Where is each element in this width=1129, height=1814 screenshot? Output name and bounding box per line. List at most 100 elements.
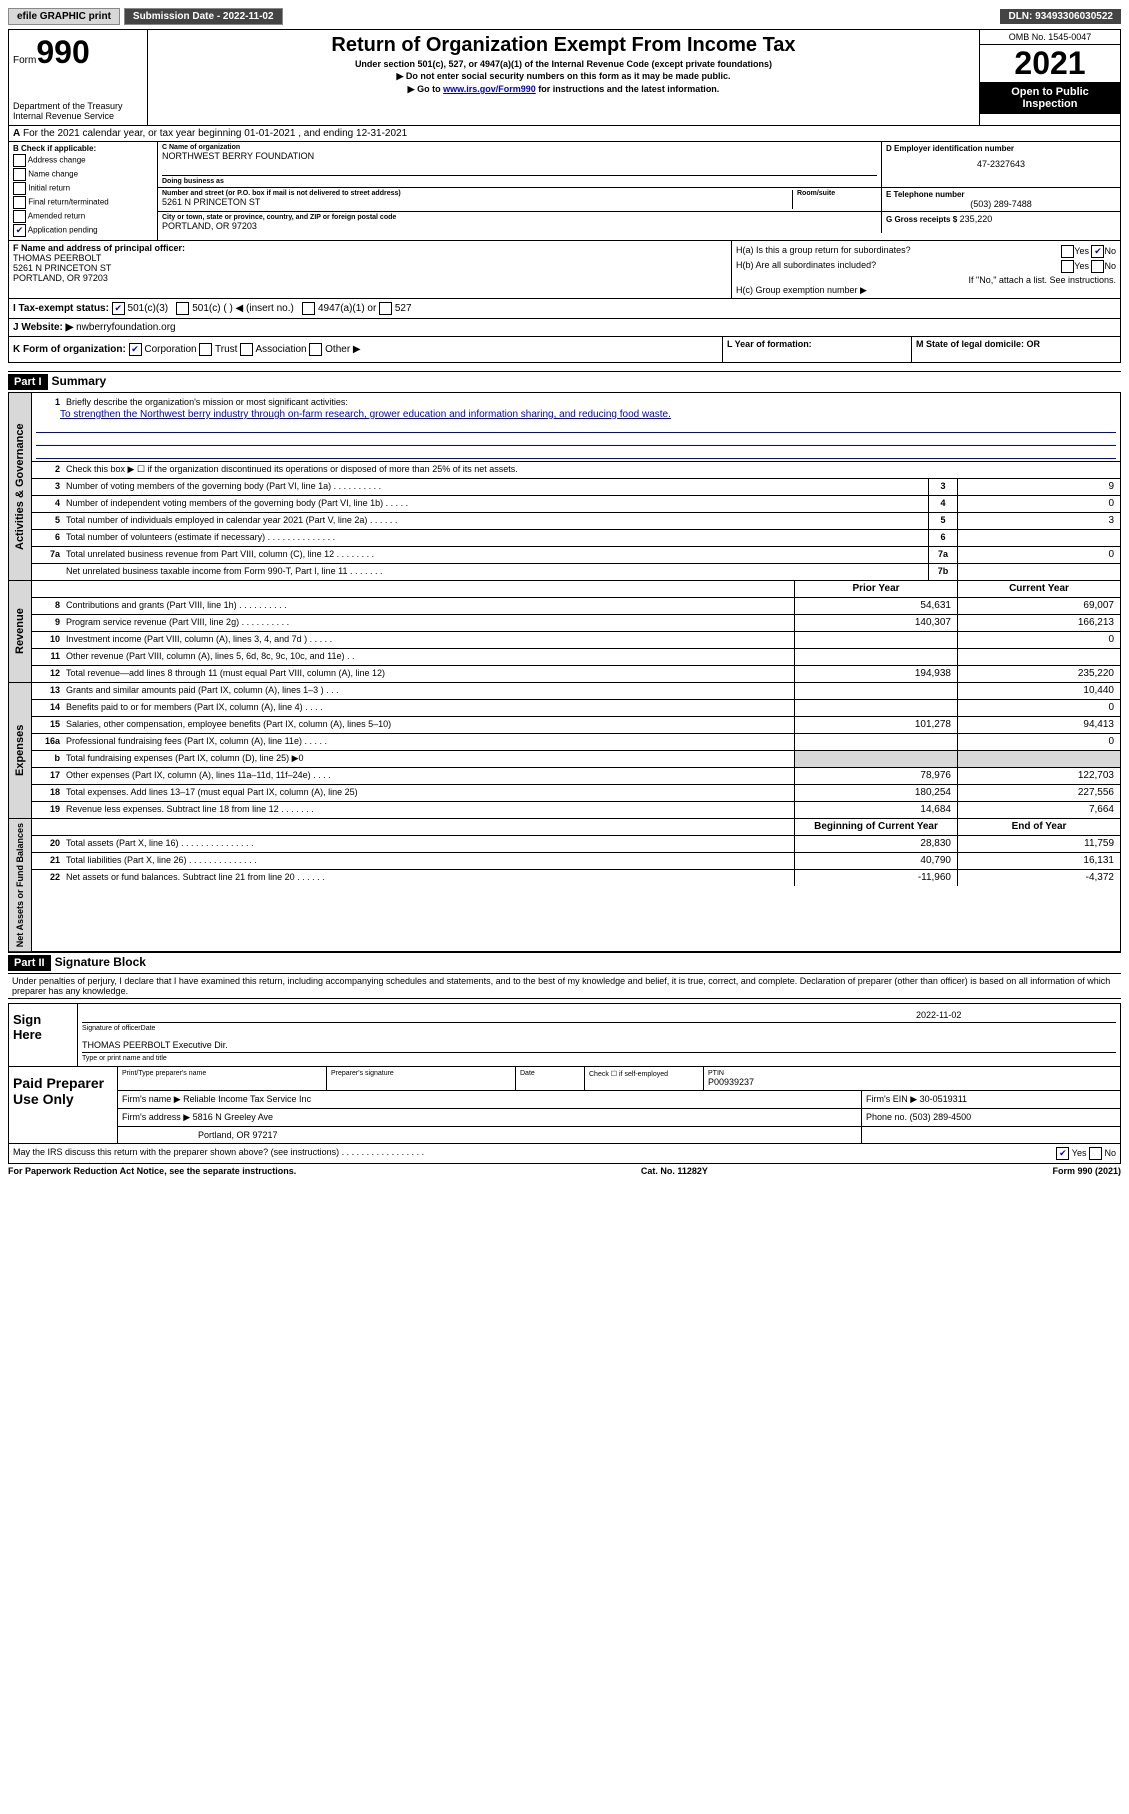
line15: Salaries, other compensation, employee b…	[64, 717, 794, 733]
efile-btn[interactable]: efile GRAPHIC print	[8, 8, 120, 25]
d-lbl: D Employer identification number	[886, 144, 1116, 153]
submission-btn[interactable]: Submission Date - 2022-11-02	[124, 8, 283, 25]
hdr-end: End of Year	[957, 819, 1120, 835]
line16b: Total fundraising expenses (Part IX, col…	[64, 751, 794, 767]
line2: Check this box ▶ ☐ if the organization d…	[64, 462, 1120, 478]
line16a: Professional fundraising fees (Part IX, …	[64, 734, 794, 750]
footer-right: Form 990 (2021)	[1052, 1166, 1121, 1176]
footer-left: For Paperwork Reduction Act Notice, see …	[8, 1166, 296, 1176]
form-sub3: ▶ Go to www.irs.gov/Form990 for instruct…	[152, 84, 975, 95]
hc-q: H(c) Group exemption number ▶	[736, 285, 1116, 296]
b-opt-1[interactable]: Name change	[13, 168, 153, 181]
part1-hdr: Part I	[8, 374, 48, 390]
officer-addr2: PORTLAND, OR 97203	[13, 273, 108, 283]
line6: Total number of volunteers (estimate if …	[64, 530, 928, 546]
part1-title: Summary	[52, 374, 107, 388]
line21: Total liabilities (Part X, line 26) . . …	[64, 853, 794, 869]
side-activities: Activities & Governance	[9, 393, 32, 580]
form-link[interactable]: www.irs.gov/Form990	[443, 84, 536, 94]
firm-ein: 30-0519311	[920, 1094, 967, 1104]
val5: 3	[957, 513, 1120, 529]
firm-city: Portland, OR 97217	[118, 1127, 862, 1143]
paid-preparer-lbl: Paid Preparer Use Only	[9, 1067, 118, 1143]
line7a: Total unrelated business revenue from Pa…	[64, 547, 928, 563]
line9: Program service revenue (Part VIII, line…	[64, 615, 794, 631]
row-a-text: For the 2021 calendar year, or tax year …	[23, 128, 407, 139]
org-name: NORTHWEST BERRY FOUNDATION	[162, 151, 877, 161]
street-addr: 5261 N PRINCETON ST	[162, 197, 792, 207]
mission-text: To strengthen the Northwest berry indust…	[32, 409, 1120, 420]
row-j: J Website: ▶ nwberryfoundation.org	[8, 319, 1121, 337]
form-number: 990	[36, 34, 89, 70]
b-header: B Check if applicable:	[13, 144, 96, 153]
firm-addr: 5816 N Greeley Ave	[193, 1112, 273, 1122]
line12: Total revenue—add lines 8 through 11 (mu…	[64, 666, 794, 682]
dept-label: Department of the Treasury Internal Reve…	[13, 101, 143, 121]
line8: Contributions and grants (Part VIII, lin…	[64, 598, 794, 614]
part2-title: Signature Block	[55, 955, 146, 969]
val7b	[957, 564, 1120, 580]
line7b: Net unrelated business taxable income fr…	[64, 564, 928, 580]
hdr-beg: Beginning of Current Year	[794, 819, 957, 835]
line18: Total expenses. Add lines 13–17 (must eq…	[64, 785, 794, 801]
h-note: If "No," attach a list. See instructions…	[736, 275, 1116, 285]
line1: Briefly describe the organization's miss…	[64, 395, 1120, 409]
col-b: B Check if applicable: Address change Na…	[9, 142, 158, 240]
ha-q: H(a) Is this a group return for subordin…	[736, 245, 911, 258]
sig-of-cap: Signature of officer	[82, 1025, 141, 1032]
line17: Other expenses (Part IX, column (A), lin…	[64, 768, 794, 784]
firm-phone: (503) 289-4500	[910, 1112, 972, 1122]
ptin: P00939237	[708, 1077, 1116, 1087]
public-inspection: Open to Public Inspection	[980, 82, 1120, 114]
b-opt-4[interactable]: Amended return	[13, 210, 153, 223]
line11: Other revenue (Part VIII, column (A), li…	[64, 649, 794, 665]
row-k: K Form of organization: Corporation Trus…	[9, 337, 723, 362]
line14: Benefits paid to or for members (Part IX…	[64, 700, 794, 716]
row-a: A For the 2021 calendar year, or tax yea…	[8, 126, 1121, 142]
b-opt-2[interactable]: Initial return	[13, 182, 153, 195]
dba-lbl: Doing business as	[162, 175, 877, 185]
side-netassets: Net Assets or Fund Balances	[9, 819, 32, 951]
501c3-check[interactable]	[112, 302, 125, 315]
room-lbl: Room/suite	[797, 190, 877, 197]
g-lbl: G Gross receipts $	[886, 215, 957, 224]
m-lbl: M State of legal domicile: OR	[916, 339, 1040, 349]
e-lbl: E Telephone number	[886, 190, 1116, 199]
line4: Number of independent voting members of …	[64, 496, 928, 512]
officer-addr1: 5261 N PRINCETON ST	[13, 263, 111, 273]
tax-year: 2021	[980, 45, 1120, 82]
form-header: Form990 Department of the Treasury Inter…	[8, 29, 1121, 126]
form-prefix: Form	[13, 55, 36, 66]
val6	[957, 530, 1120, 546]
top-bar: efile GRAPHIC print Submission Date - 20…	[8, 8, 1121, 25]
b-opt-0[interactable]: Address change	[13, 154, 153, 167]
val7a: 0	[957, 547, 1120, 563]
sig-declare: Under penalties of perjury, I declare th…	[8, 974, 1121, 999]
ein-value: 47-2327643	[886, 159, 1116, 169]
line10: Investment income (Part VIII, column (A)…	[64, 632, 794, 648]
sig-date: 2022-11-02	[916, 1010, 1116, 1020]
val3: 9	[957, 479, 1120, 495]
b-opt-3[interactable]: Final return/terminated	[13, 196, 153, 209]
line22: Net assets or fund balances. Subtract li…	[64, 870, 794, 886]
hdr-prior: Prior Year	[794, 581, 957, 597]
gross-receipts: 235,220	[960, 214, 993, 224]
l-lbl: L Year of formation:	[727, 339, 812, 349]
addr-lbl: Number and street (or P.O. box if mail i…	[162, 190, 792, 197]
firm-name: Reliable Income Tax Service Inc	[183, 1094, 311, 1104]
line19: Revenue less expenses. Subtract line 18 …	[64, 802, 794, 818]
form-sub1: Under section 501(c), 527, or 4947(a)(1)…	[152, 59, 975, 69]
footer-mid: Cat. No. 11282Y	[641, 1166, 708, 1176]
b-opt-5[interactable]: Application pending	[13, 224, 153, 237]
city-lbl: City or town, state or province, country…	[162, 214, 877, 221]
form-title: Return of Organization Exempt From Incom…	[152, 34, 975, 57]
hb-q: H(b) Are all subordinates included?	[736, 260, 876, 273]
val4: 0	[957, 496, 1120, 512]
form-sub2: ▶ Do not enter social security numbers o…	[152, 71, 975, 82]
dln-label: DLN: 93493306030522	[1000, 9, 1121, 24]
website[interactable]: nwberryfoundation.org	[76, 322, 176, 333]
officer-printed: THOMAS PEERBOLT Executive Dir.	[82, 1040, 1116, 1050]
part2-hdr: Part II	[8, 955, 51, 971]
discuss-row: May the IRS discuss this return with the…	[8, 1144, 1121, 1164]
side-expenses: Expenses	[9, 683, 32, 818]
